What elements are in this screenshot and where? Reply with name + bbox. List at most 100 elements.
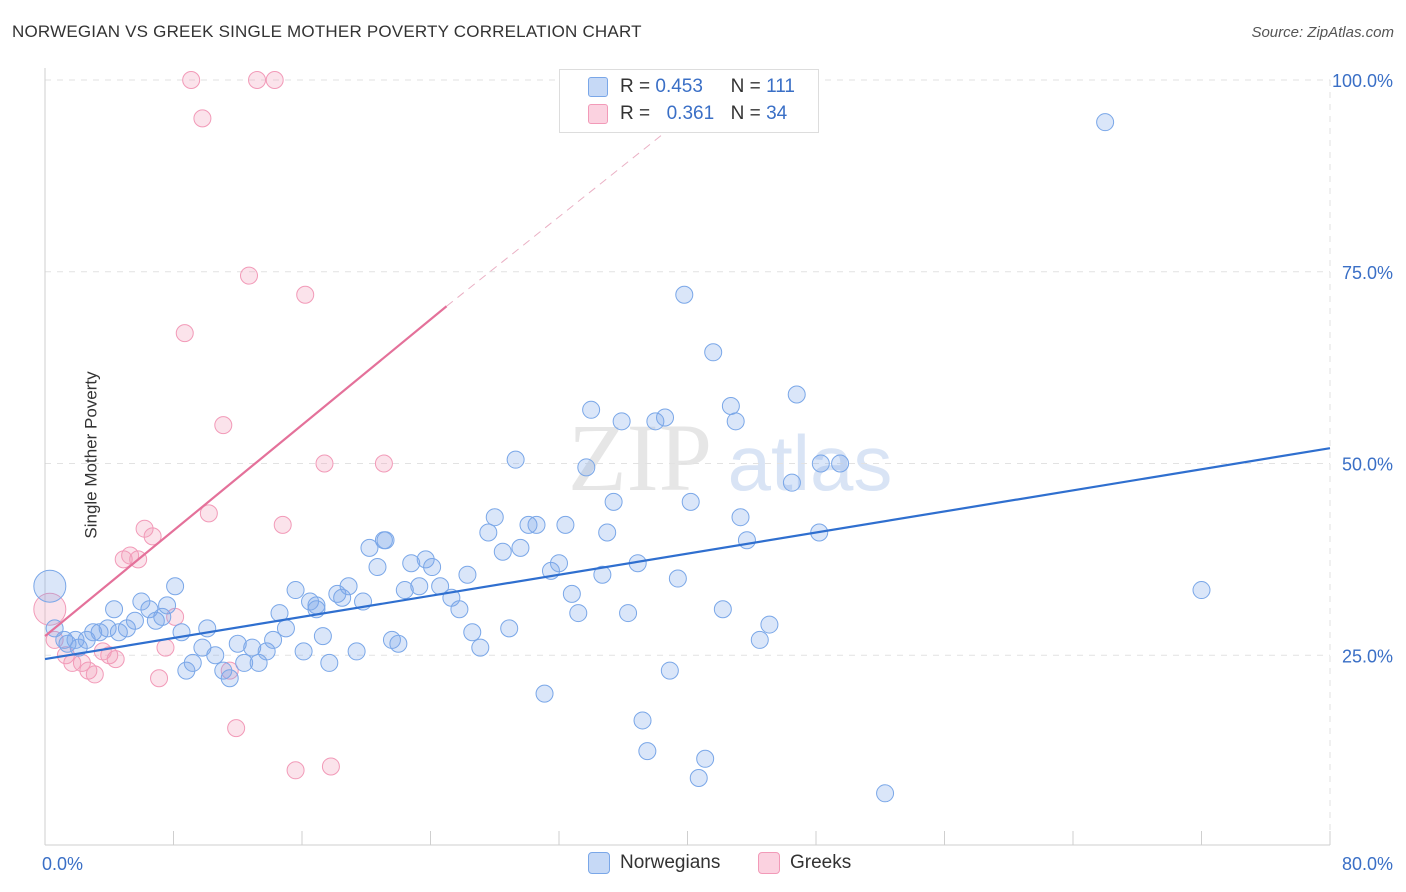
- series-legend-greeks: Greeks: [758, 852, 851, 874]
- legend-r-value-norwegians: 0.453: [655, 76, 703, 97]
- greeks-point: [273, 515, 292, 534]
- y-tick-label: 25.0%: [1342, 646, 1393, 666]
- norwegians-point: [731, 508, 750, 527]
- y-tick-label: 100.0%: [1332, 71, 1393, 91]
- norwegians-point: [264, 630, 283, 649]
- norwegians-point: [423, 558, 442, 577]
- norwegians-point: [374, 531, 393, 550]
- greeks-point: [296, 285, 315, 304]
- norwegians-point: [713, 600, 732, 619]
- norwegians-point: [633, 711, 652, 730]
- greeks-point: [85, 665, 104, 684]
- series-name-norwegians: Norwegians: [620, 852, 721, 873]
- norwegians-point: [612, 412, 631, 431]
- norwegians-point: [1192, 581, 1211, 600]
- norwegians-point: [347, 642, 366, 661]
- norwegians-point: [681, 492, 700, 511]
- greeks-point: [315, 454, 334, 473]
- greeks-trend-line: [44, 305, 448, 637]
- norwegians-point: [183, 653, 202, 672]
- norwegians-point: [153, 607, 172, 626]
- legend-n-label: N =: [730, 76, 761, 97]
- norwegians-point: [760, 615, 779, 634]
- greeks-point: [150, 669, 169, 688]
- legend-r-label: R =: [620, 103, 651, 124]
- greeks-point: [374, 454, 393, 473]
- norwegians-point: [395, 581, 414, 600]
- norwegians-point: [527, 515, 546, 534]
- norwegians-point: [696, 749, 715, 768]
- axes: [44, 68, 1331, 846]
- norwegians-point: [105, 600, 124, 619]
- norwegians-point: [811, 454, 830, 473]
- norwegians-point: [98, 619, 117, 638]
- norwegians-point: [177, 661, 196, 680]
- norwegians-point: [220, 669, 239, 688]
- norwegians-point: [286, 581, 305, 600]
- y-tick-label: 50.0%: [1342, 455, 1393, 475]
- norwegians-point: [831, 454, 850, 473]
- norwegians-point: [562, 584, 581, 603]
- series-legend: Norwegians Greeks: [0, 852, 1406, 878]
- norwegians-point: [235, 653, 254, 672]
- x-tick-label: 80.0%: [1342, 854, 1393, 874]
- norwegians-points: [33, 113, 1211, 803]
- norwegians-point: [471, 638, 490, 657]
- legend-n-value-norwegians: 111: [766, 76, 795, 97]
- norwegians-point: [550, 554, 568, 573]
- greeks-point: [239, 266, 258, 285]
- norwegians-point: [402, 554, 421, 573]
- series-name-greeks: Greeks: [790, 852, 852, 873]
- norwegians-point: [726, 412, 745, 431]
- legend-r-label: R =: [620, 76, 651, 97]
- norwegians-point: [458, 565, 477, 584]
- correlation-legend: R = 0.453 N = 111 R = 0.361 N = 34: [559, 69, 819, 133]
- greeks-point: [156, 638, 175, 657]
- greeks-trend-extension: [446, 133, 664, 307]
- greeks-point: [33, 592, 67, 626]
- norwegians-point: [84, 623, 103, 642]
- norwegians-point: [463, 623, 482, 642]
- norwegians-point: [243, 638, 262, 657]
- norwegians-point: [125, 611, 144, 630]
- norwegians-point: [389, 634, 408, 653]
- norwegians-point: [228, 634, 247, 653]
- norwegians-point: [619, 604, 638, 623]
- greeks-points: [33, 71, 393, 780]
- norwegians-point: [598, 523, 617, 542]
- norwegians-point: [158, 596, 177, 615]
- y-tick-label: 75.0%: [1342, 263, 1393, 283]
- norwegians-point: [206, 646, 225, 665]
- norwegians-point: [313, 627, 332, 646]
- gridlines: [45, 79, 1331, 845]
- greeks-point: [72, 653, 91, 672]
- norwegians-point: [577, 458, 596, 477]
- legend-r-value-greeks: 0.361: [666, 103, 715, 124]
- greeks-point: [265, 71, 284, 89]
- greeks-point: [175, 324, 194, 343]
- series-swatch-norwegians: [588, 852, 610, 874]
- norwegians-point: [479, 523, 498, 542]
- greeks-point: [199, 504, 218, 523]
- norwegians-point: [339, 577, 358, 596]
- norwegians-point: [33, 569, 67, 603]
- norwegians-point: [787, 385, 806, 404]
- legend-row-norwegians: R = 0.453 N = 111: [588, 74, 795, 100]
- norwegians-point: [257, 642, 276, 661]
- norwegians-point: [416, 550, 435, 569]
- norwegians-point: [750, 630, 769, 649]
- norwegians-point: [506, 450, 525, 469]
- greeks-point: [321, 757, 340, 776]
- legend-row-greeks: R = 0.361 N = 34: [588, 101, 787, 127]
- norwegians-point: [646, 412, 665, 431]
- chart-title: NORWEGIAN VS GREEK SINGLE MOTHER POVERTY…: [12, 22, 642, 41]
- legend-swatch-greeks: [588, 104, 608, 124]
- norwegians-point: [333, 588, 352, 607]
- greeks-point: [182, 71, 201, 89]
- tick-labels: 25.0% 50.0% 75.0% 100.0% 0.0% 80.0%: [42, 71, 1393, 874]
- norwegians-point: [500, 619, 519, 638]
- norwegians-point: [593, 565, 612, 584]
- norwegians-point: [569, 604, 588, 623]
- norwegians-point: [360, 538, 379, 557]
